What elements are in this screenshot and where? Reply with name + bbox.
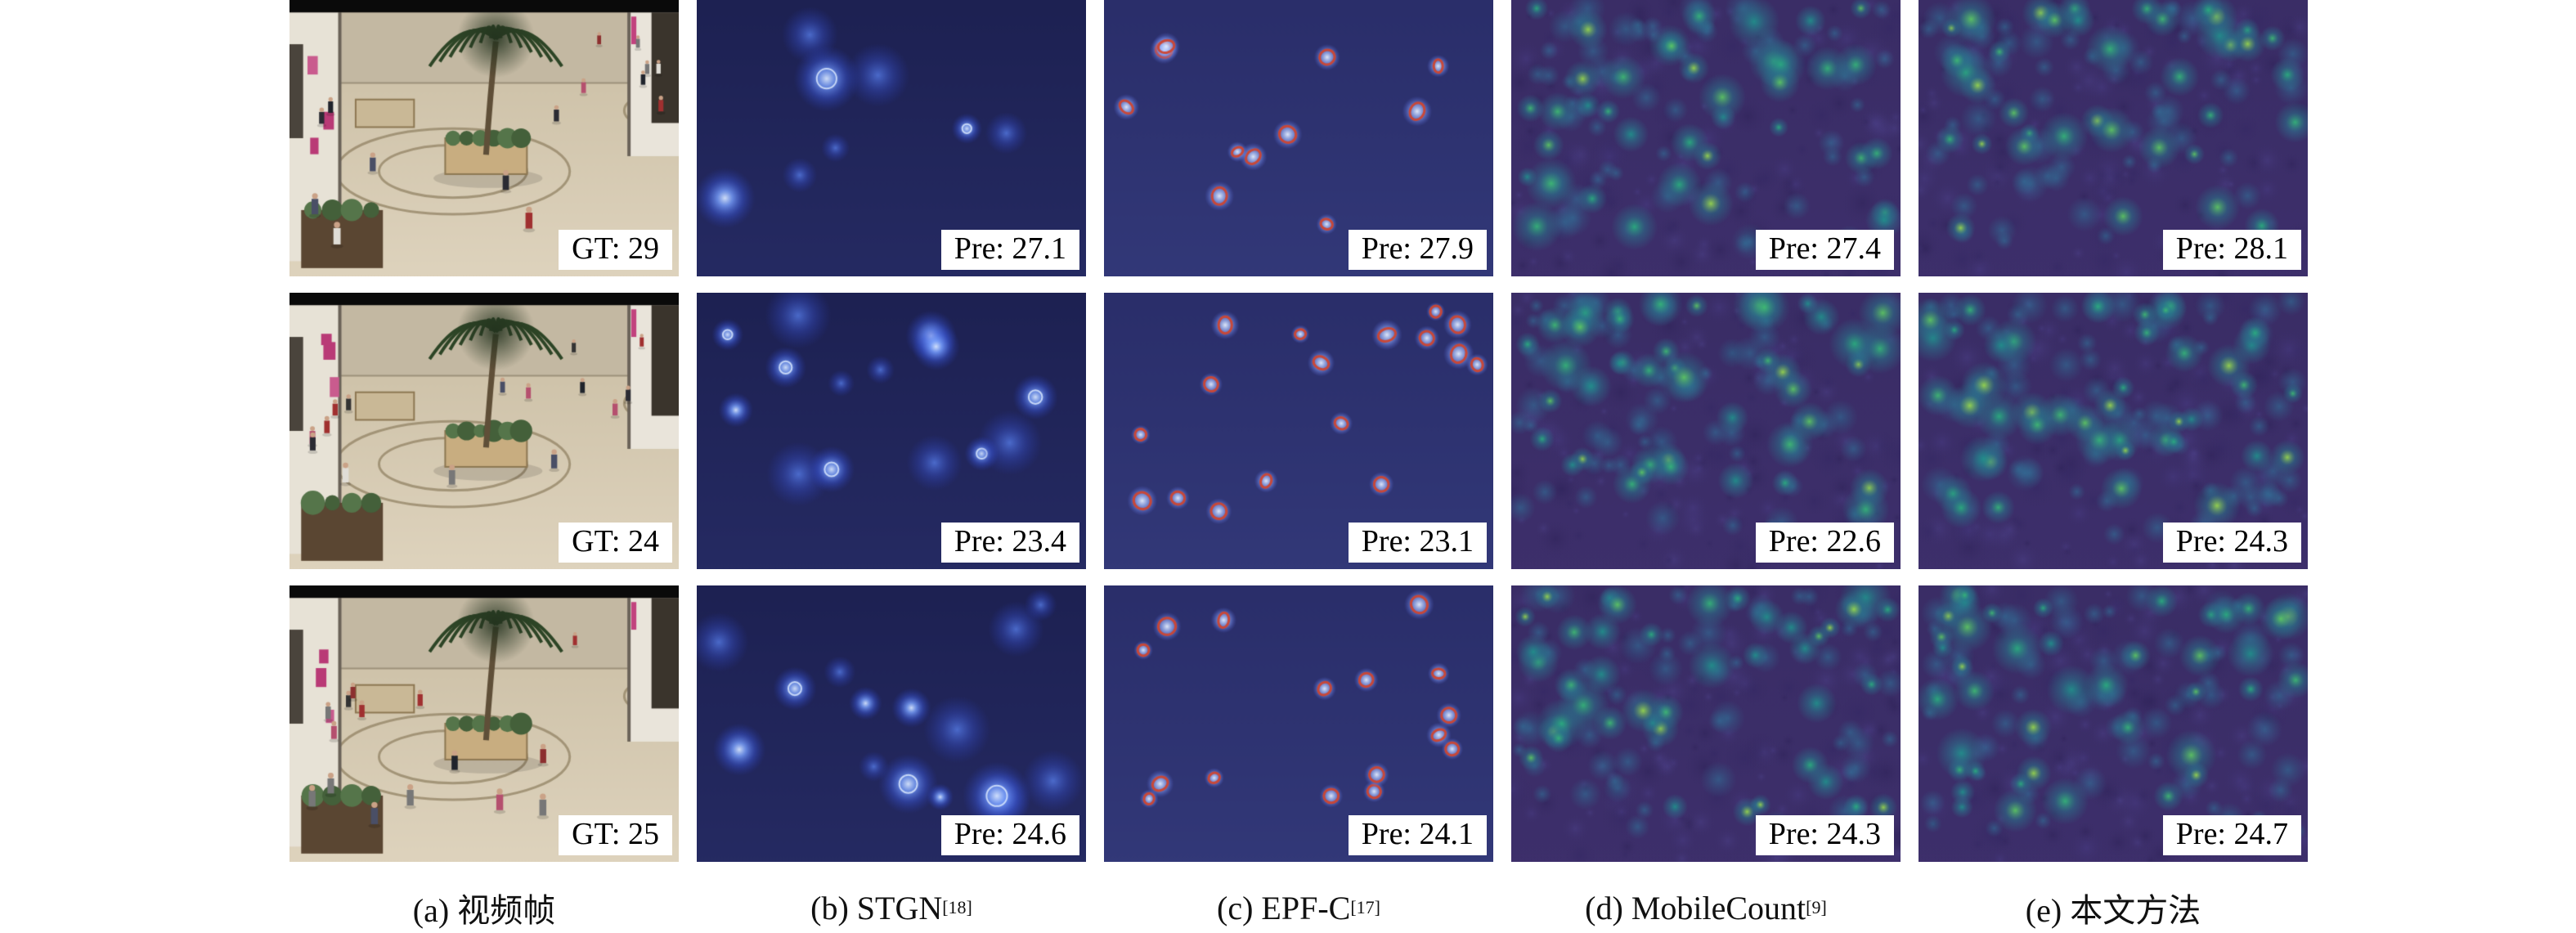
panel-row3-col-d: Pre: 24.3 xyxy=(1511,585,1901,862)
pre-label: Pre: 27.1 xyxy=(940,230,1079,270)
panel-row2-col-b: Pre: 23.4 xyxy=(697,293,1086,569)
panel-row3-col-e: Pre: 24.7 xyxy=(1919,585,2308,862)
panel-row1-col-b: Pre: 27.1 xyxy=(697,0,1086,276)
panel-row2-col-a: GT: 24 xyxy=(289,293,679,569)
panel-row3-col-b: Pre: 24.6 xyxy=(697,585,1086,862)
pre-label: Pre: 27.9 xyxy=(1348,230,1487,270)
gt-label: GT: 24 xyxy=(559,523,672,563)
pre-label: Pre: 28.1 xyxy=(2162,230,2301,270)
figure-grid: GT: 29 Pre: 27.1 Pre: 27.9 Pre: 27.4 Pre: 28… xyxy=(289,0,2308,933)
caption-text: (b) STGN xyxy=(810,889,943,926)
panel-row2-col-d: Pre: 22.6 xyxy=(1511,293,1901,569)
caption-col-e: (e) 本文方法 xyxy=(1919,878,2308,933)
panel-row3-col-a: GT: 25 xyxy=(289,585,679,862)
panel-row1-col-d: Pre: 27.4 xyxy=(1511,0,1901,276)
pre-label: Pre: 27.4 xyxy=(1755,230,1894,270)
pre-label: Pre: 22.6 xyxy=(1755,523,1894,563)
panel-row1-col-a: GT: 29 xyxy=(289,0,679,276)
gt-label: GT: 29 xyxy=(559,230,672,270)
caption-col-c: (c) EPF-C [17] xyxy=(1217,889,1380,926)
caption-col-a: (a) 视频帧 xyxy=(289,878,679,933)
caption-text: (e) 本文方法 xyxy=(2025,892,2201,929)
panel-row2-col-c: Pre: 23.1 xyxy=(1104,293,1493,569)
pre-label: Pre: 24.1 xyxy=(1348,815,1487,855)
pre-label: Pre: 23.1 xyxy=(1348,523,1487,563)
panel-row2-col-e: Pre: 24.3 xyxy=(1919,293,2308,569)
gt-label: GT: 25 xyxy=(559,815,672,855)
caption-col-d: (d) MobileCount [9] xyxy=(1585,889,1827,926)
caption-text: (a) 视频帧 xyxy=(412,892,556,929)
panel-row1-col-c: Pre: 27.9 xyxy=(1104,0,1493,276)
pre-label: Pre: 23.4 xyxy=(940,523,1079,563)
caption-col-b: (b) STGN [18] xyxy=(810,889,972,926)
pre-label: Pre: 24.3 xyxy=(2162,523,2301,563)
panel-row3-col-c: Pre: 24.1 xyxy=(1104,585,1493,862)
pre-label: Pre: 24.7 xyxy=(2162,815,2301,855)
caption-text: (d) MobileCount xyxy=(1585,889,1806,926)
caption-text: (c) EPF-C xyxy=(1217,889,1351,926)
pre-label: Pre: 24.6 xyxy=(940,815,1079,855)
panel-row1-col-e: Pre: 28.1 xyxy=(1919,0,2308,276)
pre-label: Pre: 24.3 xyxy=(1755,815,1894,855)
